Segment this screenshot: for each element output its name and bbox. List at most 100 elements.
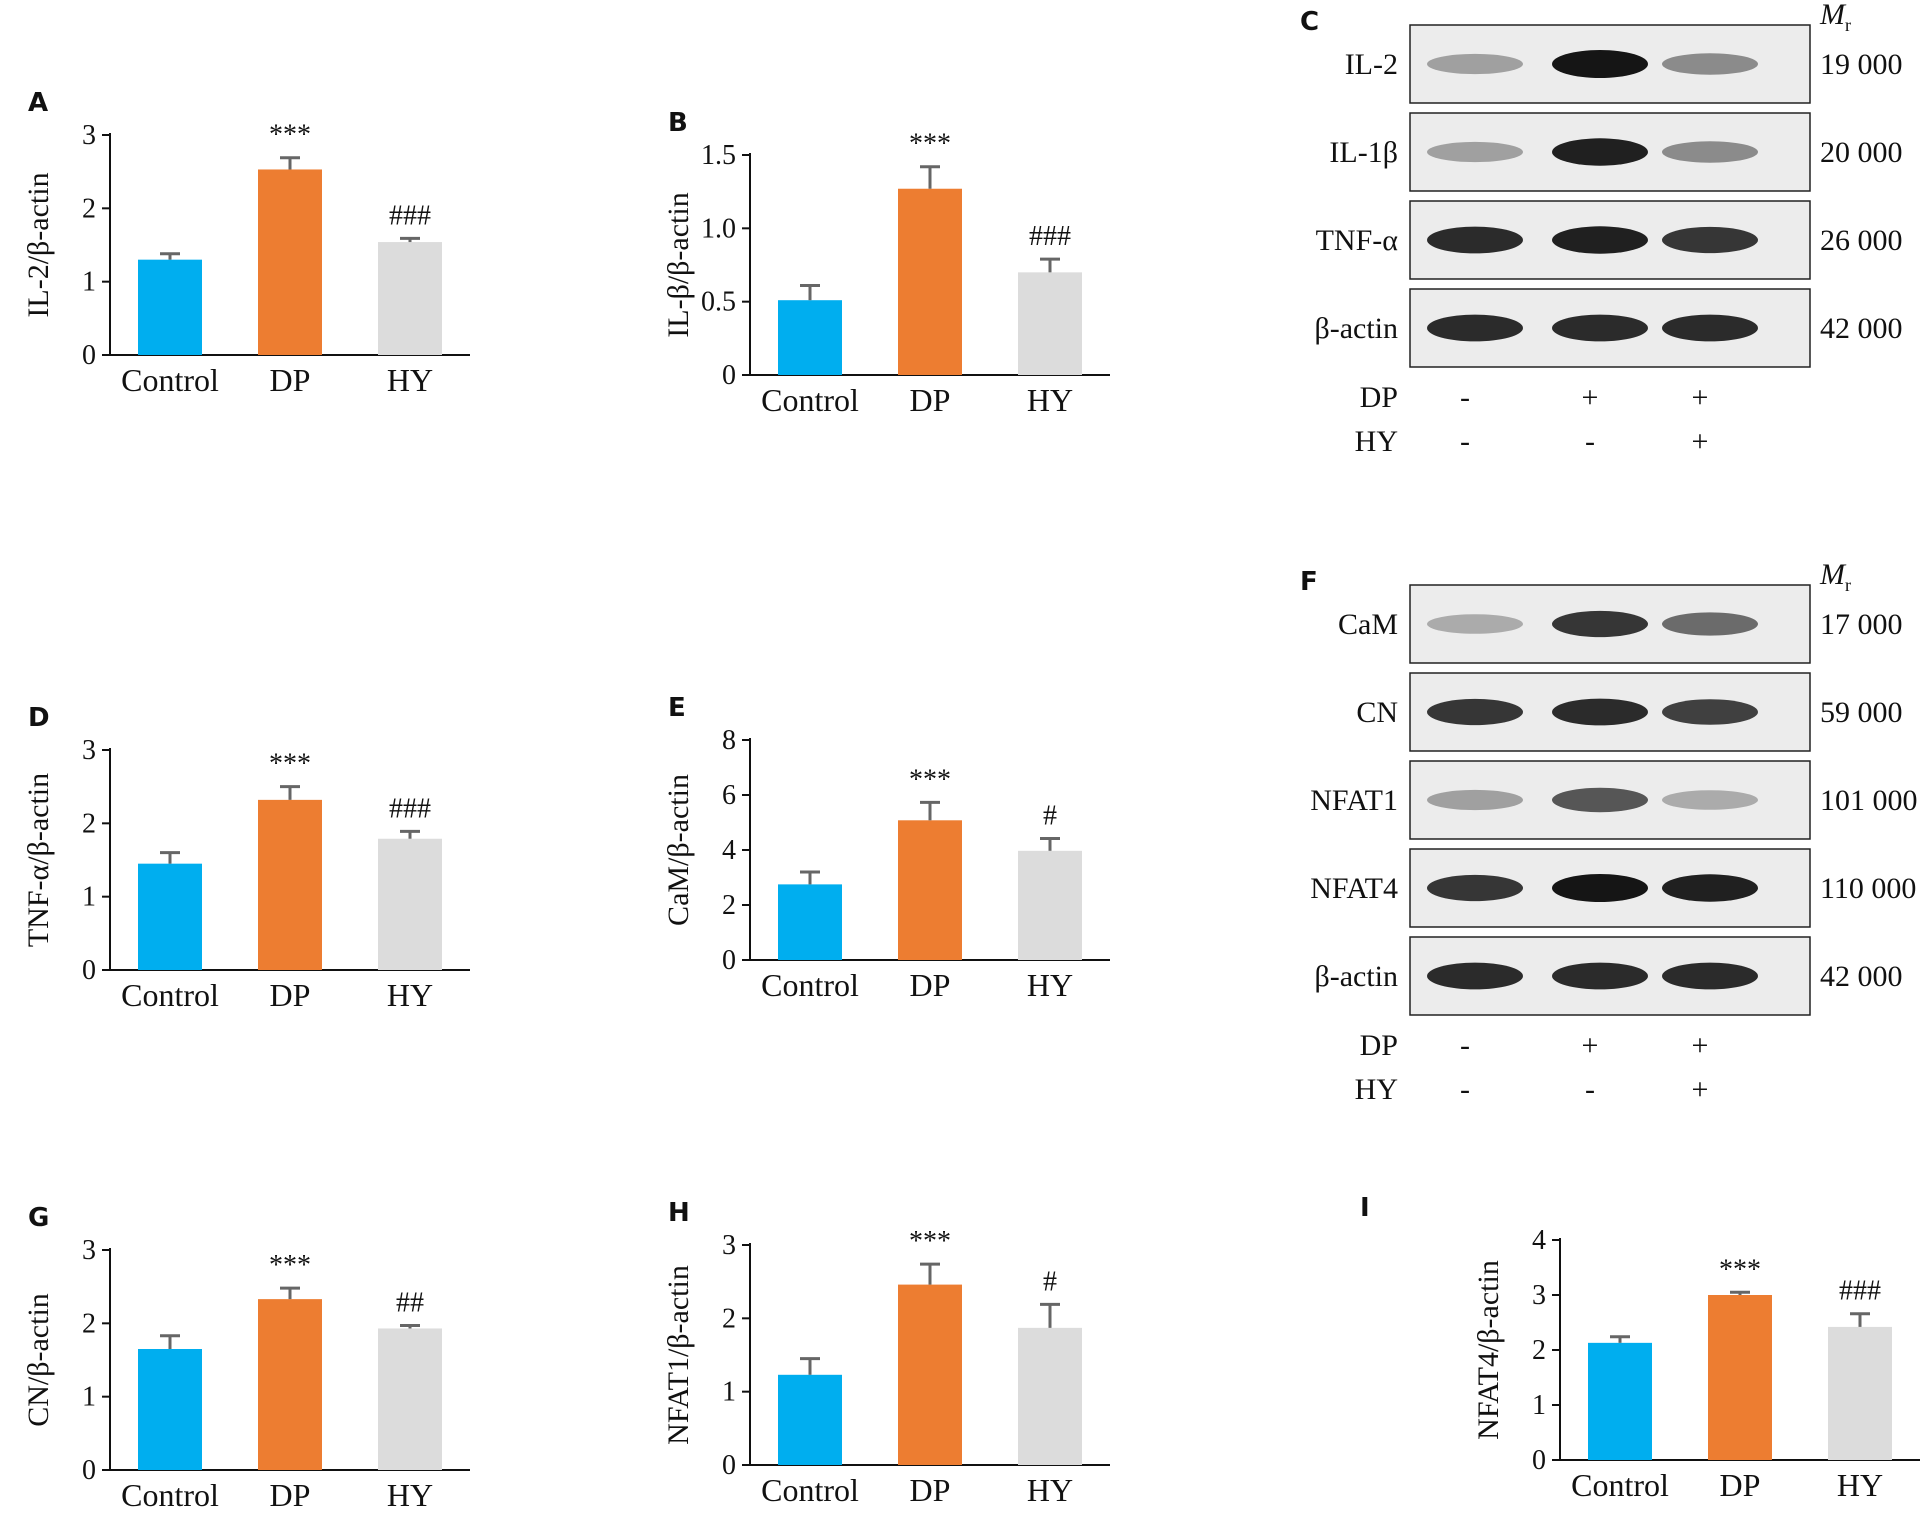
blot-band [1427,962,1523,990]
y-tick-label: 1 [82,882,96,913]
bar-dp [898,188,962,375]
bar-dp [898,1284,962,1465]
bar-hy [1828,1326,1892,1460]
bar-hy [378,1328,442,1470]
blot-band [1662,226,1758,254]
y-tick-label: 3 [82,120,96,151]
treatment-mark: + [1692,425,1709,458]
blot-row-label: NFAT1 [1310,784,1398,817]
blot-band [1552,610,1648,638]
treatment-label: DP [1360,1029,1398,1062]
treatment-mark: + [1582,381,1599,414]
y-tick-label: 0 [82,340,96,371]
blot-row-label: IL-1β [1329,136,1398,169]
y-tick-label: 0 [722,360,736,391]
significance-label: ### [1029,221,1071,252]
bar-chart-d: D 0 1 2 3 TNF-α/β-actin Control *** DP ### HY [22,703,470,1013]
panel-letter: A [28,88,48,118]
x-tick-label: Control [761,1472,859,1508]
western-blot-c: C Mr IL-2 19 000 IL-1β 20 000 TNF-α 26 000 β-act… [1300,0,1903,458]
significance-label: *** [909,764,951,795]
y-tick-label: 0 [722,945,736,976]
blot-band [1662,612,1758,636]
x-tick-label: HY [387,1477,433,1513]
x-tick-label: DP [910,1472,951,1508]
treatment-label: HY [1355,425,1398,458]
treatment-mark: + [1692,1029,1709,1062]
y-tick-label: 2 [722,1303,736,1334]
treatment-mark: - [1460,1029,1470,1062]
blot-row-label: CaM [1338,608,1398,641]
y-tick-label: 1 [82,267,96,298]
blot-mw-label: 101 000 [1820,784,1918,817]
y-tick-label: 0.5 [701,287,736,318]
bar-control [138,863,202,970]
bar-hy [378,838,442,970]
blot-band [1427,226,1523,254]
blot-band [1427,789,1523,811]
significance-label: *** [269,120,311,151]
blot-mw-label: 42 000 [1820,312,1903,345]
y-tick-label: 0 [82,1455,96,1486]
panel-letter: F [1300,567,1318,597]
blot-band [1427,314,1523,342]
y-axis-label: IL-β/β-actin [662,192,695,337]
blot-mw-label: 17 000 [1820,608,1903,641]
panel-letter: D [28,703,50,733]
bar-chart-g: G 0 1 2 3 CN/β-actin Control *** DP ## HY [22,1203,470,1513]
x-tick-label: HY [1837,1467,1883,1503]
treatment-mark: - [1460,381,1470,414]
blot-band [1662,53,1758,75]
significance-label: # [1043,1266,1057,1297]
blot-band [1662,790,1758,810]
bar-hy [378,242,442,355]
blot-band [1427,698,1523,726]
blot-band [1427,53,1523,75]
panel-letter: B [668,108,688,138]
y-tick-label: 3 [82,735,96,766]
y-tick-label: 3 [722,1230,736,1261]
x-tick-label: HY [387,362,433,398]
y-tick-label: 2 [82,808,96,839]
significance-label: *** [269,749,311,780]
bar-dp [258,1299,322,1470]
y-tick-label: 3 [82,1235,96,1266]
x-tick-label: DP [270,362,311,398]
x-tick-label: Control [121,977,219,1013]
bar-hy [1018,850,1082,960]
treatment-label: HY [1355,1073,1398,1106]
panel-letter: E [668,693,686,723]
blot-band [1552,787,1648,813]
blot-band [1662,874,1758,902]
y-axis-label: TNF-α/β-actin [22,773,55,947]
x-tick-label: HY [1027,1472,1073,1508]
x-tick-label: Control [761,382,859,418]
y-tick-label: 2 [82,1308,96,1339]
y-tick-label: 2 [82,193,96,224]
treatment-mark: - [1585,425,1595,458]
blot-mw-label: 20 000 [1820,136,1903,169]
y-axis-label: CaM/β-actin [662,774,695,926]
y-axis-label: NFAT1/β-actin [662,1265,695,1445]
panel-letter: H [668,1198,690,1228]
blot-band [1427,614,1523,634]
blot-row-label: NFAT4 [1310,872,1398,905]
y-tick-label: 1.0 [701,213,736,244]
bar-chart-i: I 0 1 2 3 4 NFAT4/β-actin Control *** DP ### HY [1360,1193,1920,1503]
y-tick-label: 2 [722,890,736,921]
blot-mw-label: 59 000 [1820,696,1903,729]
bar-control [1588,1342,1652,1460]
x-tick-label: Control [761,967,859,1003]
panel-letter: G [28,1203,49,1233]
blot-row-label: CN [1356,696,1398,729]
treatment-mark: - [1460,1073,1470,1106]
significance-label: ### [389,200,431,231]
blot-band [1662,141,1758,163]
significance-label: ### [389,793,431,824]
y-axis-label: CN/β-actin [22,1293,55,1427]
significance-label: *** [1719,1254,1761,1285]
x-tick-label: HY [387,977,433,1013]
y-tick-label: 1 [722,1377,736,1408]
bar-dp [258,169,322,355]
blot-band [1662,699,1758,725]
